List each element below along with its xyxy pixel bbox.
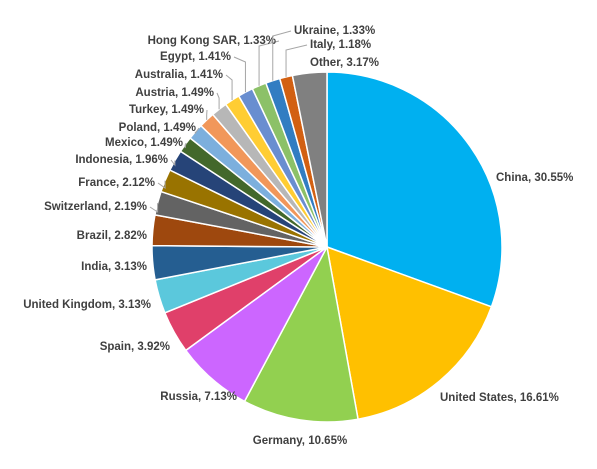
pie-slice	[326, 245, 493, 421]
leader-line	[233, 56, 246, 93]
data-label: Indonesia, 1.96%	[75, 154, 168, 166]
data-label: Spain, 3.92%	[100, 341, 170, 353]
leader-line	[216, 92, 220, 110]
leader-line	[149, 203, 159, 213]
data-label: Mexico, 1.49%	[105, 137, 183, 149]
data-label: United States, 16.61%	[440, 392, 559, 404]
data-label: Switzerland, 2.19%	[44, 201, 147, 213]
data-label: Brazil, 2.82%	[77, 230, 147, 242]
data-label: Ukraine, 1.33%	[294, 25, 375, 37]
leader-line	[285, 44, 308, 77]
data-label: Turkey, 1.49%	[129, 104, 204, 116]
pie-slice	[326, 71, 503, 308]
data-label: Germany, 10.65%	[253, 435, 347, 447]
leader-line	[225, 74, 233, 100]
data-label: Italy, 1.18%	[310, 39, 371, 51]
leader-line	[272, 30, 292, 81]
data-label: Hong Kong SAR, 1.33%	[148, 35, 276, 47]
data-label: Poland, 1.49%	[119, 122, 196, 134]
data-label: Russia, 7.13%	[160, 391, 237, 403]
leader-line	[184, 142, 187, 149]
data-label: Austria, 1.49%	[135, 87, 214, 99]
leader-line	[170, 159, 176, 167]
leader-line	[194, 127, 200, 135]
data-label: Other, 3.17%	[310, 57, 379, 69]
leader-line	[157, 180, 166, 189]
data-label: United Kingdom, 3.13%	[23, 299, 151, 311]
data-label: India, 3.13%	[81, 261, 147, 273]
data-label: France, 2.12%	[78, 177, 155, 189]
pie-slice	[291, 71, 328, 248]
data-label: Australia, 1.41%	[135, 69, 223, 81]
data-label: China, 30.55%	[496, 172, 573, 184]
pie-slice	[243, 244, 359, 423]
data-label: Egypt, 1.41%	[160, 51, 231, 63]
